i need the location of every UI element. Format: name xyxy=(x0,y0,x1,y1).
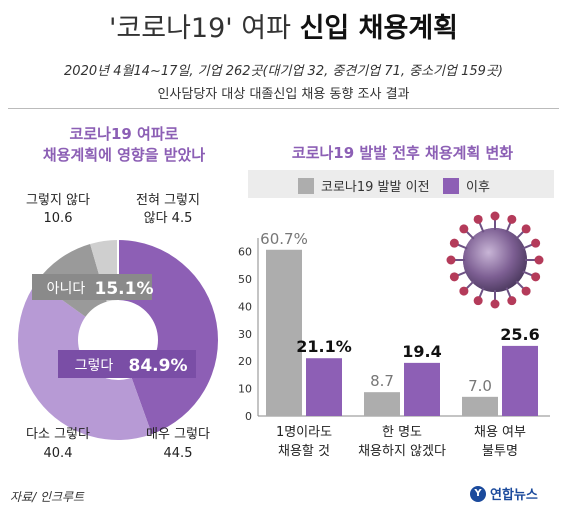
category-label-2-line1: 채용 여부 xyxy=(474,425,526,440)
donut-question-line1: 코로나19 여파로 xyxy=(69,125,179,143)
y-tick-30: 30 xyxy=(238,328,252,341)
legend-before: 코로나19 발발 이전 xyxy=(298,176,430,195)
slice-value-1: 40.4 xyxy=(44,446,73,461)
title-highlight: 신입 채용계획 xyxy=(299,13,459,44)
y-tick-20: 20 xyxy=(238,355,252,368)
virus-illustration xyxy=(446,211,544,309)
slice-label-3-line1: 전혀 그렇지 xyxy=(136,193,200,208)
y-tick-60: 60 xyxy=(238,246,252,259)
bar-0-1 xyxy=(364,392,400,416)
y-tick-40: 40 xyxy=(238,300,252,313)
group-pill-yes xyxy=(58,350,196,378)
subtitle-survey-info: 2020년 4월14~17일, 기업 262곳(대기업 32, 중견기업 71,… xyxy=(64,64,503,79)
y-tick-50: 50 xyxy=(238,273,252,286)
bar-label-1-2: 25.6 xyxy=(500,325,539,344)
group-label-yes: 그렇다 xyxy=(75,358,114,374)
bar-label-1-0: 21.1% xyxy=(296,337,352,356)
bar-label-1-1: 19.4 xyxy=(402,342,441,361)
slice-label-1: 다소 그렇다 xyxy=(26,427,90,442)
logo-text: 연합뉴스 xyxy=(490,488,538,503)
logo-icon: Y xyxy=(470,485,486,502)
bar-1-0 xyxy=(306,358,342,416)
legend-label-before: 코로나19 발발 이전 xyxy=(321,180,430,195)
slice-value-2: 10.6 xyxy=(44,211,73,226)
bar-0-0 xyxy=(266,249,302,416)
legend-swatch-after xyxy=(443,177,459,194)
legend-after: 이후 xyxy=(443,176,490,195)
bar-1-1 xyxy=(404,362,440,416)
page-title: '코로나19' 여파 신입 채용계획 xyxy=(0,6,567,45)
category-label-1-line2: 채용하지 않겠다 xyxy=(358,444,446,459)
donut-slice-1 xyxy=(18,281,152,440)
publisher-logo: Y 연합뉴스 xyxy=(470,484,538,503)
bar-chart-title: 코로나19 발발 전후 채용계획 변화 xyxy=(291,144,514,162)
legend-label-after: 이후 xyxy=(466,180,490,195)
group-value-yes: 84.9% xyxy=(129,356,188,376)
group-pill-no xyxy=(32,274,152,300)
group-label-no: 아니다 xyxy=(47,281,86,297)
bar-0-2 xyxy=(462,396,498,416)
donut-question-line2: 채용계획에 영향을 받았나 xyxy=(42,146,206,164)
group-value-no: 15.1% xyxy=(95,279,154,299)
bar-label-0-1: 8.7 xyxy=(370,372,394,390)
title-main: '코로나19' 여파 xyxy=(108,13,291,44)
donut-question: 코로나19 여파로 채용계획에 영향을 받았나 xyxy=(8,124,240,166)
bar-label-0-0: 60.7% xyxy=(260,230,308,248)
source-credit: 자료/ 인크루트 xyxy=(10,490,85,504)
y-tick-0: 0 xyxy=(245,410,252,423)
category-label-1-line1: 한 명도 xyxy=(382,425,422,440)
category-label-2-line2: 불투명 xyxy=(482,444,518,459)
header-divider xyxy=(8,108,559,109)
slice-label-3-line2: 않다 4.5 xyxy=(144,211,193,226)
slice-value-0: 44.5 xyxy=(164,446,193,461)
bar-label-0-2: 7.0 xyxy=(468,377,492,395)
slice-label-0: 매우 그렇다 xyxy=(146,427,210,442)
slice-label-2: 그렇지 않다 xyxy=(26,193,90,208)
subtitle-survey-target: 인사담당자 대상 대졸신입 채용 동향 조사 결과 xyxy=(157,87,410,102)
bar-legend: 코로나19 발발 이전 이후 xyxy=(248,170,554,198)
category-label-0-line2: 채용할 것 xyxy=(278,444,330,459)
category-label-0-line1: 1명이라도 xyxy=(276,425,332,440)
bar-1-2 xyxy=(502,345,538,416)
legend-swatch-before xyxy=(298,177,314,194)
y-tick-10: 10 xyxy=(238,383,252,396)
